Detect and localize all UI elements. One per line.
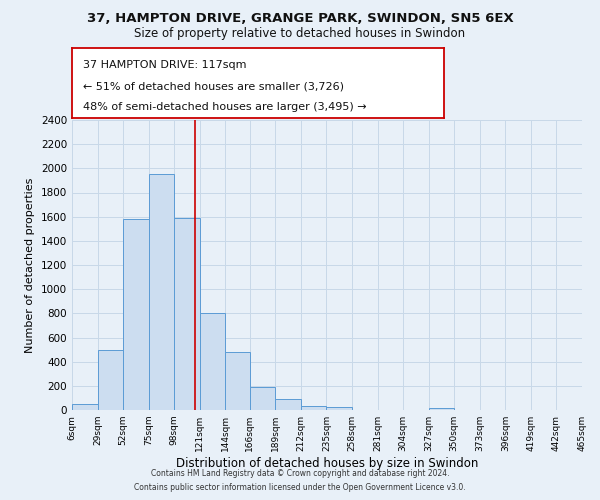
- Bar: [174, 218, 200, 410]
- Bar: [428, 408, 454, 410]
- Bar: [301, 406, 326, 410]
- Bar: [275, 399, 301, 410]
- Text: 37 HAMPTON DRIVE: 117sqm: 37 HAMPTON DRIVE: 117sqm: [83, 60, 247, 70]
- Bar: [250, 387, 275, 410]
- Y-axis label: Number of detached properties: Number of detached properties: [25, 178, 35, 352]
- Bar: [98, 350, 123, 410]
- Bar: [200, 314, 226, 410]
- Bar: [226, 352, 250, 410]
- Bar: [72, 404, 98, 410]
- Bar: [149, 174, 174, 410]
- Bar: [326, 407, 352, 410]
- Text: 48% of semi-detached houses are larger (3,495) →: 48% of semi-detached houses are larger (…: [83, 102, 367, 112]
- Text: Contains public sector information licensed under the Open Government Licence v3: Contains public sector information licen…: [134, 484, 466, 492]
- Bar: [123, 219, 149, 410]
- Text: ← 51% of detached houses are smaller (3,726): ← 51% of detached houses are smaller (3,…: [83, 81, 344, 91]
- Text: 37, HAMPTON DRIVE, GRANGE PARK, SWINDON, SN5 6EX: 37, HAMPTON DRIVE, GRANGE PARK, SWINDON,…: [86, 12, 514, 26]
- X-axis label: Distribution of detached houses by size in Swindon: Distribution of detached houses by size …: [176, 457, 478, 470]
- Text: Contains HM Land Registry data © Crown copyright and database right 2024.: Contains HM Land Registry data © Crown c…: [151, 468, 449, 477]
- Text: Size of property relative to detached houses in Swindon: Size of property relative to detached ho…: [134, 28, 466, 40]
